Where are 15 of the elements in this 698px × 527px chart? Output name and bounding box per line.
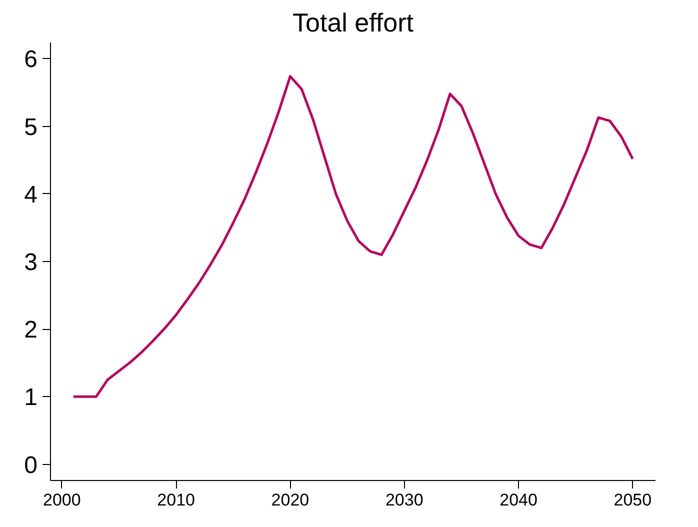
y-tick-label: 5 [24,114,38,141]
x-tick-label: 2010 [157,490,195,510]
x-tick-label: 2020 [271,490,310,510]
y-tick-label: 2 [24,316,38,344]
x-tick-label: 2000 [43,490,81,510]
y-tick-label: 1 [24,384,38,412]
y-tick-label: 0 [24,452,38,479]
chart-title: Total effort [292,8,414,38]
y-tick-label: 6 [24,46,38,74]
x-tick-label: 2050 [614,490,652,510]
line-series [72,75,634,398]
y-tick-label: 3 [24,249,38,276]
x-tick-label: 2040 [500,490,538,510]
y-tick-label: 4 [24,181,38,208]
x-tick-label: 2030 [385,490,424,510]
